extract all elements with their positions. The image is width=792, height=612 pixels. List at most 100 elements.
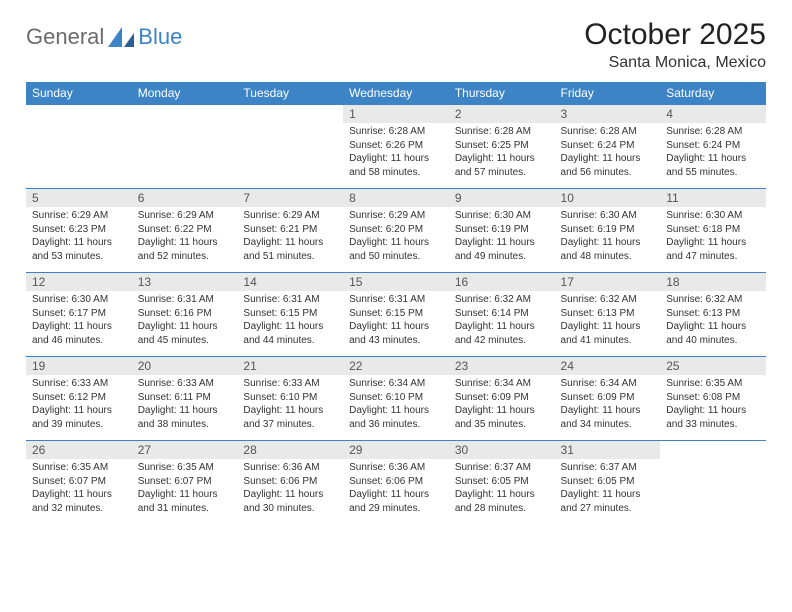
weekday-header: Friday [555, 82, 661, 105]
logo-text-blue: Blue [138, 24, 182, 50]
day-number: 1 [343, 105, 449, 123]
calendar-day-cell: 12Sunrise: 6:30 AMSunset: 6:17 PMDayligh… [26, 273, 132, 357]
day-details: Sunrise: 6:30 AMSunset: 6:18 PMDaylight:… [660, 207, 766, 267]
day-details: Sunrise: 6:37 AMSunset: 6:05 PMDaylight:… [449, 459, 555, 519]
day-number: 7 [237, 189, 343, 207]
day-number-empty [26, 105, 132, 123]
day-details: Sunrise: 6:28 AMSunset: 6:26 PMDaylight:… [343, 123, 449, 183]
day-details: Sunrise: 6:29 AMSunset: 6:21 PMDaylight:… [237, 207, 343, 267]
calendar-day-cell [132, 105, 238, 189]
calendar-day-cell: 2Sunrise: 6:28 AMSunset: 6:25 PMDaylight… [449, 105, 555, 189]
weekday-header: Sunday [26, 82, 132, 105]
day-number-empty [660, 441, 766, 459]
day-details: Sunrise: 6:31 AMSunset: 6:15 PMDaylight:… [237, 291, 343, 351]
calendar-day-cell: 24Sunrise: 6:34 AMSunset: 6:09 PMDayligh… [555, 357, 661, 441]
logo-text-general: General [26, 24, 104, 50]
day-details: Sunrise: 6:35 AMSunset: 6:07 PMDaylight:… [26, 459, 132, 519]
day-details: Sunrise: 6:37 AMSunset: 6:05 PMDaylight:… [555, 459, 661, 519]
day-number: 17 [555, 273, 661, 291]
day-details: Sunrise: 6:33 AMSunset: 6:11 PMDaylight:… [132, 375, 238, 435]
day-details: Sunrise: 6:28 AMSunset: 6:24 PMDaylight:… [660, 123, 766, 183]
day-number: 30 [449, 441, 555, 459]
day-number: 31 [555, 441, 661, 459]
day-details: Sunrise: 6:28 AMSunset: 6:25 PMDaylight:… [449, 123, 555, 183]
day-number: 24 [555, 357, 661, 375]
calendar-day-cell: 21Sunrise: 6:33 AMSunset: 6:10 PMDayligh… [237, 357, 343, 441]
day-number: 19 [26, 357, 132, 375]
weekday-header: Monday [132, 82, 238, 105]
day-number: 22 [343, 357, 449, 375]
calendar-day-cell: 9Sunrise: 6:30 AMSunset: 6:19 PMDaylight… [449, 189, 555, 273]
calendar-day-cell: 30Sunrise: 6:37 AMSunset: 6:05 PMDayligh… [449, 441, 555, 525]
calendar-day-cell: 7Sunrise: 6:29 AMSunset: 6:21 PMDaylight… [237, 189, 343, 273]
day-details: Sunrise: 6:31 AMSunset: 6:16 PMDaylight:… [132, 291, 238, 351]
calendar-day-cell: 3Sunrise: 6:28 AMSunset: 6:24 PMDaylight… [555, 105, 661, 189]
calendar-day-cell: 5Sunrise: 6:29 AMSunset: 6:23 PMDaylight… [26, 189, 132, 273]
day-number: 5 [26, 189, 132, 207]
calendar-week-row: 1Sunrise: 6:28 AMSunset: 6:26 PMDaylight… [26, 105, 766, 189]
logo: General Blue [26, 24, 182, 50]
day-details: Sunrise: 6:32 AMSunset: 6:14 PMDaylight:… [449, 291, 555, 351]
calendar-day-cell: 20Sunrise: 6:33 AMSunset: 6:11 PMDayligh… [132, 357, 238, 441]
day-number: 27 [132, 441, 238, 459]
calendar-day-cell: 6Sunrise: 6:29 AMSunset: 6:22 PMDaylight… [132, 189, 238, 273]
calendar-day-cell [26, 105, 132, 189]
calendar-day-cell: 26Sunrise: 6:35 AMSunset: 6:07 PMDayligh… [26, 441, 132, 525]
weekday-header: Saturday [660, 82, 766, 105]
weekday-header: Thursday [449, 82, 555, 105]
day-details: Sunrise: 6:36 AMSunset: 6:06 PMDaylight:… [343, 459, 449, 519]
day-details: Sunrise: 6:29 AMSunset: 6:20 PMDaylight:… [343, 207, 449, 267]
weekday-header: Wednesday [343, 82, 449, 105]
day-number-empty [237, 105, 343, 123]
calendar-day-cell: 23Sunrise: 6:34 AMSunset: 6:09 PMDayligh… [449, 357, 555, 441]
calendar-day-cell: 29Sunrise: 6:36 AMSunset: 6:06 PMDayligh… [343, 441, 449, 525]
day-number: 4 [660, 105, 766, 123]
calendar-day-cell: 13Sunrise: 6:31 AMSunset: 6:16 PMDayligh… [132, 273, 238, 357]
day-details: Sunrise: 6:35 AMSunset: 6:08 PMDaylight:… [660, 375, 766, 435]
day-details: Sunrise: 6:28 AMSunset: 6:24 PMDaylight:… [555, 123, 661, 183]
calendar-day-cell: 18Sunrise: 6:32 AMSunset: 6:13 PMDayligh… [660, 273, 766, 357]
weekday-row: SundayMondayTuesdayWednesdayThursdayFrid… [26, 82, 766, 105]
calendar-day-cell: 28Sunrise: 6:36 AMSunset: 6:06 PMDayligh… [237, 441, 343, 525]
day-number: 10 [555, 189, 661, 207]
calendar-day-cell: 25Sunrise: 6:35 AMSunset: 6:08 PMDayligh… [660, 357, 766, 441]
calendar-day-cell: 4Sunrise: 6:28 AMSunset: 6:24 PMDaylight… [660, 105, 766, 189]
calendar-day-cell: 8Sunrise: 6:29 AMSunset: 6:20 PMDaylight… [343, 189, 449, 273]
calendar-day-cell: 10Sunrise: 6:30 AMSunset: 6:19 PMDayligh… [555, 189, 661, 273]
title-block: October 2025 Santa Monica, Mexico [584, 18, 766, 72]
day-number-empty [132, 105, 238, 123]
day-number: 6 [132, 189, 238, 207]
calendar-day-cell: 31Sunrise: 6:37 AMSunset: 6:05 PMDayligh… [555, 441, 661, 525]
day-details: Sunrise: 6:33 AMSunset: 6:10 PMDaylight:… [237, 375, 343, 435]
calendar-day-cell [237, 105, 343, 189]
day-number: 28 [237, 441, 343, 459]
calendar-thead: SundayMondayTuesdayWednesdayThursdayFrid… [26, 82, 766, 105]
calendar-day-cell: 22Sunrise: 6:34 AMSunset: 6:10 PMDayligh… [343, 357, 449, 441]
day-number: 21 [237, 357, 343, 375]
day-number: 2 [449, 105, 555, 123]
day-number: 9 [449, 189, 555, 207]
day-number: 18 [660, 273, 766, 291]
day-number: 3 [555, 105, 661, 123]
day-number: 13 [132, 273, 238, 291]
page-header: General Blue October 2025 Santa Monica, … [26, 18, 766, 72]
calendar-day-cell: 17Sunrise: 6:32 AMSunset: 6:13 PMDayligh… [555, 273, 661, 357]
calendar-day-cell: 14Sunrise: 6:31 AMSunset: 6:15 PMDayligh… [237, 273, 343, 357]
day-number: 23 [449, 357, 555, 375]
calendar-week-row: 12Sunrise: 6:30 AMSunset: 6:17 PMDayligh… [26, 273, 766, 357]
day-number: 16 [449, 273, 555, 291]
weekday-header: Tuesday [237, 82, 343, 105]
calendar-week-row: 26Sunrise: 6:35 AMSunset: 6:07 PMDayligh… [26, 441, 766, 525]
day-details: Sunrise: 6:35 AMSunset: 6:07 PMDaylight:… [132, 459, 238, 519]
day-details: Sunrise: 6:29 AMSunset: 6:23 PMDaylight:… [26, 207, 132, 267]
day-details: Sunrise: 6:32 AMSunset: 6:13 PMDaylight:… [555, 291, 661, 351]
day-details: Sunrise: 6:30 AMSunset: 6:19 PMDaylight:… [555, 207, 661, 267]
month-title: October 2025 [584, 18, 766, 52]
day-details: Sunrise: 6:34 AMSunset: 6:10 PMDaylight:… [343, 375, 449, 435]
calendar-day-cell: 15Sunrise: 6:31 AMSunset: 6:15 PMDayligh… [343, 273, 449, 357]
day-details: Sunrise: 6:30 AMSunset: 6:19 PMDaylight:… [449, 207, 555, 267]
location-label: Santa Monica, Mexico [584, 54, 766, 72]
calendar-day-cell: 11Sunrise: 6:30 AMSunset: 6:18 PMDayligh… [660, 189, 766, 273]
calendar-day-cell: 16Sunrise: 6:32 AMSunset: 6:14 PMDayligh… [449, 273, 555, 357]
day-details: Sunrise: 6:34 AMSunset: 6:09 PMDaylight:… [555, 375, 661, 435]
